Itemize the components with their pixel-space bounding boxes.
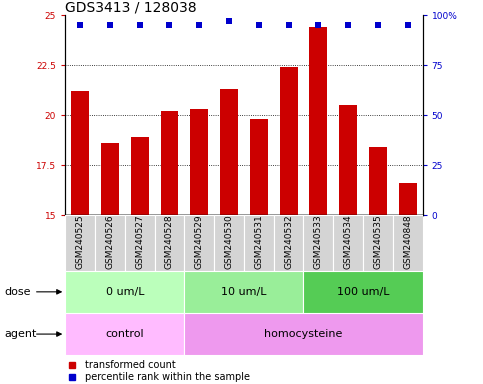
Bar <box>65 313 185 355</box>
Text: GSM240527: GSM240527 <box>135 214 144 269</box>
Text: control: control <box>105 329 144 339</box>
Text: GSM240526: GSM240526 <box>105 214 114 269</box>
Bar <box>393 215 423 271</box>
Bar <box>399 183 417 215</box>
Bar <box>185 313 423 355</box>
Bar <box>95 215 125 271</box>
Text: 10 um/L: 10 um/L <box>221 287 267 297</box>
Bar <box>244 215 274 271</box>
Point <box>374 22 382 28</box>
Bar <box>65 215 95 271</box>
Bar <box>65 271 185 313</box>
Text: percentile rank within the sample: percentile rank within the sample <box>85 372 250 382</box>
Text: GSM240534: GSM240534 <box>344 214 353 269</box>
Point <box>196 22 203 28</box>
Bar <box>131 137 149 215</box>
Point <box>136 22 143 28</box>
Text: GDS3413 / 128038: GDS3413 / 128038 <box>65 0 197 14</box>
Bar <box>155 215 185 271</box>
Bar <box>71 91 89 215</box>
Text: 100 um/L: 100 um/L <box>337 287 389 297</box>
Bar <box>101 143 119 215</box>
Bar <box>280 67 298 215</box>
Point <box>166 22 173 28</box>
Bar <box>303 215 333 271</box>
Point <box>255 22 263 28</box>
Text: GSM240848: GSM240848 <box>403 214 412 269</box>
Bar <box>369 147 387 215</box>
Bar <box>250 119 268 215</box>
Point <box>314 22 322 28</box>
Point <box>106 22 114 28</box>
Bar <box>214 215 244 271</box>
Text: GSM240525: GSM240525 <box>76 214 85 269</box>
Text: GSM240528: GSM240528 <box>165 214 174 269</box>
Text: agent: agent <box>5 329 37 339</box>
Point <box>225 18 233 25</box>
Bar <box>339 105 357 215</box>
Point <box>76 22 84 28</box>
Bar <box>363 215 393 271</box>
Text: transformed count: transformed count <box>85 359 176 370</box>
Point <box>404 22 412 28</box>
Text: 0 um/L: 0 um/L <box>105 287 144 297</box>
Bar <box>333 215 363 271</box>
Text: GSM240535: GSM240535 <box>373 214 383 269</box>
Bar <box>160 111 178 215</box>
Point <box>344 22 352 28</box>
Text: GSM240532: GSM240532 <box>284 214 293 269</box>
Bar <box>185 215 214 271</box>
Text: dose: dose <box>5 287 31 297</box>
Bar <box>185 271 303 313</box>
Text: GSM240533: GSM240533 <box>314 214 323 269</box>
Bar <box>220 89 238 215</box>
Text: GSM240529: GSM240529 <box>195 214 204 269</box>
Bar <box>303 271 423 313</box>
Bar <box>125 215 155 271</box>
Bar <box>190 109 208 215</box>
Text: homocysteine: homocysteine <box>264 329 342 339</box>
Bar <box>310 27 327 215</box>
Bar <box>274 215 303 271</box>
Point <box>285 22 293 28</box>
Text: GSM240530: GSM240530 <box>225 214 233 269</box>
Text: GSM240531: GSM240531 <box>255 214 263 269</box>
